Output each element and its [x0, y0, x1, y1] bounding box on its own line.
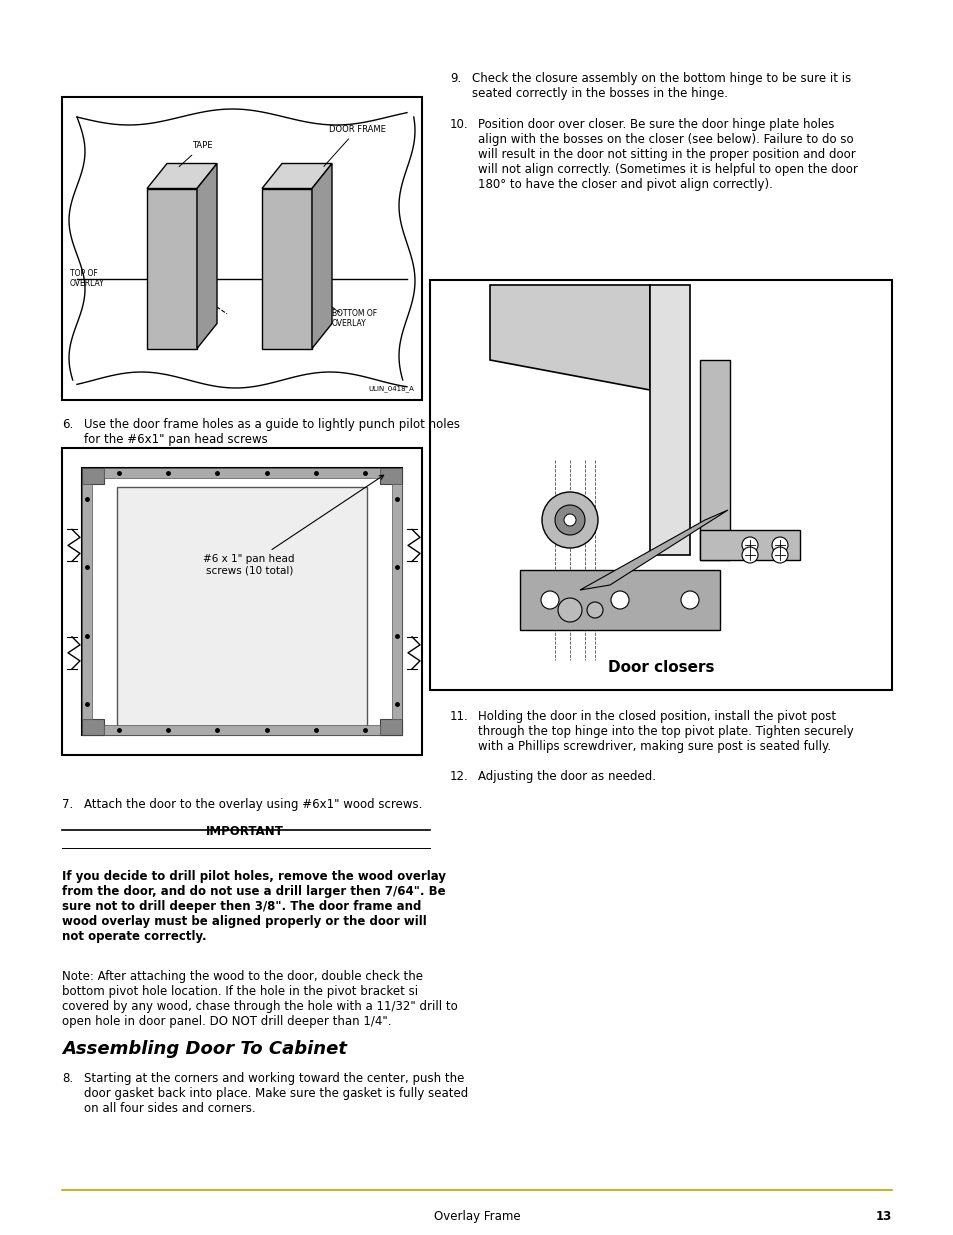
Text: 12.: 12. — [450, 769, 468, 783]
Bar — [82, 484, 91, 719]
Bar — [519, 571, 720, 630]
Text: TOP OF
OVERLAY: TOP OF OVERLAY — [70, 269, 105, 288]
Polygon shape — [262, 163, 332, 189]
Bar — [82, 719, 104, 735]
Text: 13: 13 — [875, 1210, 891, 1223]
Text: Check the closure assembly on the bottom hinge to be sure it is
seated correctly: Check the closure assembly on the bottom… — [472, 72, 850, 100]
Polygon shape — [147, 163, 216, 189]
Text: Holding the door in the closed position, install the pivot post
through the top : Holding the door in the closed position,… — [477, 710, 853, 753]
Circle shape — [555, 505, 584, 535]
Bar — [64, 99, 419, 398]
Circle shape — [558, 598, 581, 622]
Bar — [104, 725, 379, 735]
Circle shape — [540, 592, 558, 609]
Text: ULIN_0418_A: ULIN_0418_A — [368, 385, 414, 391]
Bar — [649, 285, 689, 555]
Bar — [147, 189, 196, 348]
Polygon shape — [312, 163, 332, 348]
Circle shape — [541, 492, 598, 548]
Bar — [62, 98, 421, 400]
Circle shape — [610, 592, 628, 609]
Bar — [62, 448, 421, 755]
Bar — [82, 468, 104, 484]
Text: TAPE: TAPE — [179, 142, 212, 167]
Bar — [430, 280, 891, 690]
Text: 9.: 9. — [450, 72, 460, 85]
Text: BOTTOM OF
OVERLAY: BOTTOM OF OVERLAY — [332, 309, 376, 329]
Text: 8.: 8. — [62, 1072, 73, 1086]
Text: 10.: 10. — [450, 119, 468, 131]
Text: 11.: 11. — [450, 710, 468, 722]
Bar — [700, 530, 800, 559]
Circle shape — [680, 592, 699, 609]
Bar — [392, 484, 401, 719]
Text: IMPORTANT: IMPORTANT — [206, 825, 284, 839]
Bar — [262, 189, 312, 348]
Polygon shape — [490, 285, 649, 390]
Text: 6.: 6. — [62, 417, 73, 431]
Circle shape — [741, 537, 758, 553]
Text: Note: After attaching the wood to the door, double check the
bottom pivot hole l: Note: After attaching the wood to the do… — [62, 969, 457, 1028]
Bar — [104, 468, 379, 478]
Text: 7.: 7. — [62, 798, 73, 811]
Text: Starting at the corners and working toward the center, push the
door gasket back: Starting at the corners and working towa… — [84, 1072, 468, 1115]
Circle shape — [741, 547, 758, 563]
Text: Position door over closer. Be sure the door hinge plate holes
align with the bos: Position door over closer. Be sure the d… — [477, 119, 857, 191]
Circle shape — [771, 537, 787, 553]
Bar — [379, 468, 401, 484]
Text: Overlay Frame: Overlay Frame — [434, 1210, 519, 1223]
Bar — [700, 359, 729, 559]
Circle shape — [771, 547, 787, 563]
Text: DOOR FRAME: DOOR FRAME — [323, 125, 385, 167]
Text: Use the door frame holes as a guide to lightly punch pilot holes
for the #6x1" p: Use the door frame holes as a guide to l… — [84, 417, 459, 446]
Text: If you decide to drill pilot holes, remove the wood overlay
from the door, and d: If you decide to drill pilot holes, remo… — [62, 869, 446, 944]
Bar — [82, 468, 401, 735]
Text: Attach the door to the overlay using #6x1" wood screws.: Attach the door to the overlay using #6x… — [84, 798, 422, 811]
Text: Assembling Door To Cabinet: Assembling Door To Cabinet — [62, 1040, 347, 1058]
Bar — [117, 487, 367, 727]
Text: Door closers: Door closers — [607, 659, 714, 676]
Text: Adjusting the door as needed.: Adjusting the door as needed. — [477, 769, 656, 783]
Bar — [379, 719, 401, 735]
Circle shape — [586, 601, 602, 618]
Circle shape — [563, 514, 576, 526]
Polygon shape — [196, 163, 216, 348]
Polygon shape — [579, 510, 727, 590]
Text: #6 x 1" pan head
screws (10 total): #6 x 1" pan head screws (10 total) — [203, 475, 383, 576]
